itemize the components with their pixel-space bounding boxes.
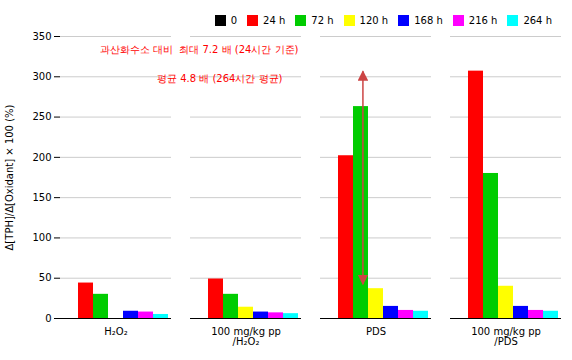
svg-text:PDS: PDS (366, 326, 386, 337)
svg-text:300: 300 (32, 71, 51, 82)
html-text:168 h: 168 h (414, 15, 443, 26)
svg-text:0: 0 (45, 313, 51, 324)
html-text:120 h: 120 h (359, 15, 389, 26)
html-text:24 h: 24 h (263, 15, 286, 26)
svg-text:과산화수소 대비 최대 7.2 배 (24시간 기준): 과산화수소 대비 최대 7.2 배 (24시간 기준) (100, 44, 299, 55)
svg-text:평균 4.8 배 (264시간 평균): 평균 4.8 배 (264시간 평균) (116, 73, 283, 84)
svg-text:250: 250 (32, 111, 51, 122)
svg-text:100 mg/kg pp/PDS: 100 mg/kg pp/PDS (471, 326, 541, 347)
html-text:264 h: 264 h (523, 15, 552, 26)
svg-text:200: 200 (32, 152, 51, 163)
html-text:72 h: 72 h (311, 15, 334, 26)
svg-text:150: 150 (32, 192, 51, 203)
svg-text:100 mg/kg pp/H₂O₂: 100 mg/kg pp/H₂O₂ (211, 326, 281, 347)
svg-text:50: 50 (39, 272, 52, 283)
svg-text:Δ[TPH]/Δ[Oxidant] × 100 (%): Δ[TPH]/Δ[Oxidant] × 100 (%) (4, 104, 15, 250)
html-text:216 h: 216 h (468, 15, 498, 26)
svg-text:H₂O₂: H₂O₂ (104, 326, 127, 337)
svg-text:100: 100 (32, 232, 51, 243)
svg-text:350: 350 (32, 31, 51, 42)
html-text:0: 0 (230, 15, 238, 26)
